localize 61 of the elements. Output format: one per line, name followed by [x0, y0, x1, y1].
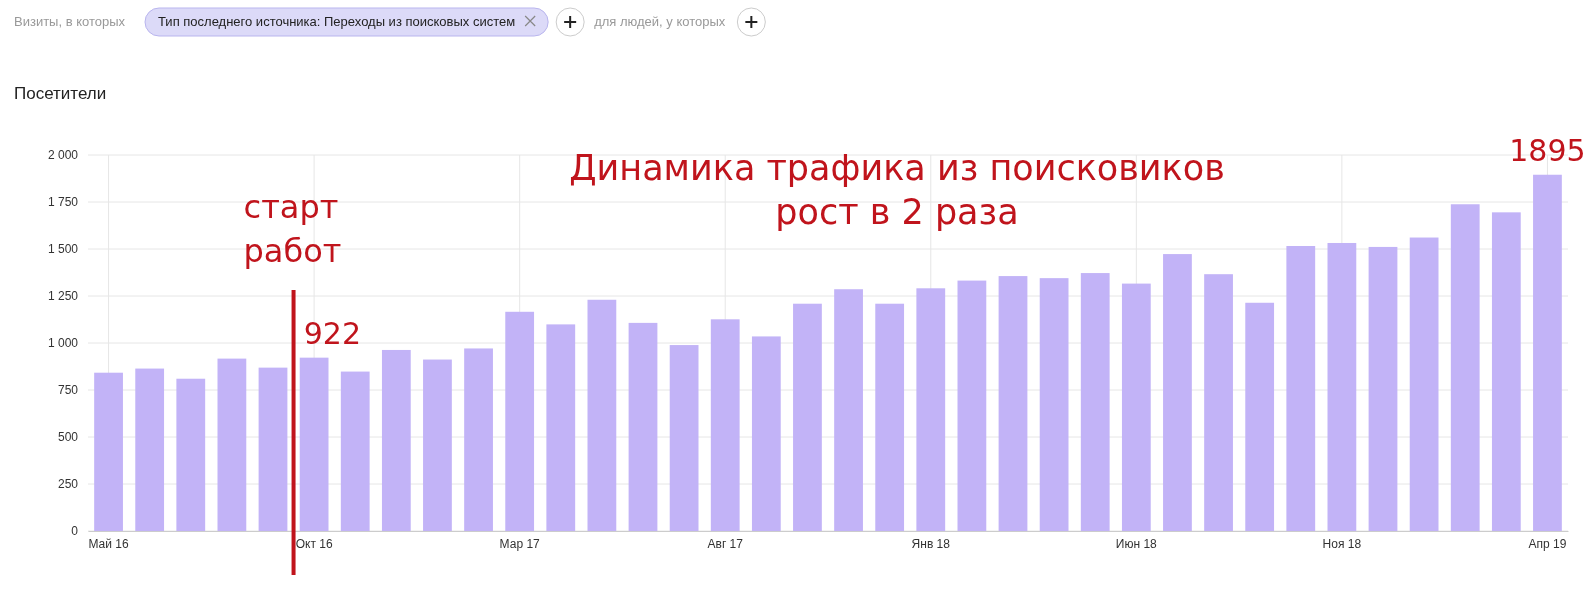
bar: [546, 324, 576, 531]
bar: [669, 345, 699, 531]
x-tick-label: Июн 18: [1115, 536, 1158, 551]
x-tick-label: Май 16: [88, 536, 129, 551]
text: Визиты, в которых: [14, 14, 126, 29]
bar: [217, 358, 247, 531]
bar: [1327, 242, 1357, 531]
bar: [1286, 245, 1316, 531]
annotation: 922: [303, 315, 361, 351]
bar: [834, 289, 863, 531]
bar: [1491, 212, 1521, 531]
text: для людей, у которых: [594, 14, 726, 29]
bar: [751, 336, 781, 531]
x-tick-label: Ноя 18: [1322, 536, 1362, 551]
x-tick-label: Янв 18: [911, 536, 951, 551]
bar: [628, 322, 658, 531]
x-tick-label: Мар 17: [499, 536, 541, 551]
y-tick-label: 500: [57, 430, 79, 445]
bar: [176, 378, 206, 531]
bar: [875, 303, 905, 531]
bar: [505, 311, 535, 531]
bar: [1533, 174, 1562, 531]
bar: [258, 367, 288, 531]
y-tick-label: 750: [57, 383, 79, 398]
bar: [957, 280, 987, 531]
y-tick-label: 250: [57, 477, 79, 492]
bar: [135, 368, 165, 531]
bar: [423, 359, 452, 531]
y-tick-label: 1 500: [47, 242, 79, 257]
bar: [916, 288, 946, 531]
y-tick-label: 1 750: [47, 195, 79, 210]
bar: [340, 371, 370, 531]
y-tick-label: 1 000: [47, 336, 79, 351]
bar: [587, 299, 617, 531]
bar: [1080, 273, 1110, 531]
bar: [1450, 204, 1480, 531]
bar: [381, 349, 411, 531]
annotation: 1895: [1509, 132, 1586, 168]
bar: [1409, 237, 1439, 531]
y-tick-label: 2 000: [47, 148, 79, 163]
bar: [710, 319, 740, 531]
y-tick-label: 0: [71, 524, 79, 539]
chart-title: Посетители: [14, 84, 107, 103]
bar: [793, 303, 822, 531]
bar: [1204, 274, 1233, 531]
bar: [1039, 278, 1069, 531]
text: Тип последнего источника: Переходы из поисковых систем: [158, 14, 516, 29]
x-tick-label: Авг 17: [707, 536, 744, 551]
y-tick-label: 1 250: [47, 289, 79, 304]
x-tick-label: Апр 19: [1528, 536, 1567, 551]
bar: [464, 348, 493, 531]
bar: [1121, 283, 1151, 531]
ref-line-label: старт работ: [243, 188, 342, 270]
bar: [1368, 246, 1398, 531]
annotation: Динамика трафика из поисковиков рост в 2 раза: [569, 148, 1225, 232]
x-tick-label: Окт 16: [295, 536, 333, 551]
bar: [1163, 254, 1192, 531]
bar: [998, 276, 1028, 531]
bar: [1245, 302, 1275, 531]
bar: [299, 357, 329, 531]
bar: [94, 372, 123, 531]
